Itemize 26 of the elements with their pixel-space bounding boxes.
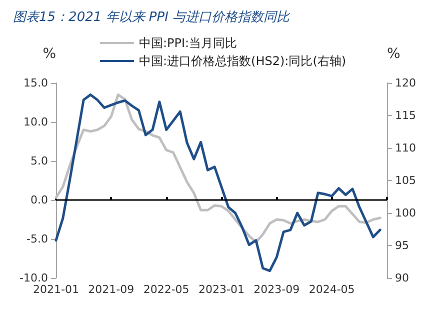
y-tick-label: 15.0 xyxy=(24,76,48,90)
y-tick-label: 10.0 xyxy=(24,116,48,128)
y-tick-label: 0.0 xyxy=(30,194,48,206)
y-tick-label: -10.0 xyxy=(20,272,48,284)
y2-tick-label: 95 xyxy=(395,239,409,252)
y2-tick-label: 115 xyxy=(395,109,416,122)
y2-tick-label: 110 xyxy=(395,142,416,154)
x-tick-label: 2023-09 xyxy=(254,283,300,296)
y-tick-label: 5.0 xyxy=(30,154,48,168)
y2-axis-title: % xyxy=(387,46,400,62)
y2-tick-label: 120 xyxy=(395,76,416,90)
legend-label: 中国:进口价格总指数(HS2):同比(右轴) xyxy=(139,54,346,68)
x-tick-label: 2023-01 xyxy=(198,283,244,296)
chart-title: 图表15：2021 年以来 PPI 与进口价格指数同比 xyxy=(13,10,291,25)
y-axis-title: % xyxy=(42,46,56,62)
x-tick-label: 2024-05 xyxy=(308,283,355,296)
line-series xyxy=(54,93,382,244)
x-tick-label: 2022-05 xyxy=(143,283,190,296)
y2-tick-label: 90 xyxy=(395,272,409,284)
y2-tick-label: 105 xyxy=(395,174,416,187)
line-series xyxy=(54,93,382,272)
x-tick-label: 2021-09 xyxy=(88,283,134,296)
y-tick-label: -5.0 xyxy=(26,232,48,246)
y2-tick-label: 100 xyxy=(395,206,416,220)
legend-label: 中国:PPI:当月同比 xyxy=(139,36,238,50)
x-tick-label: 2021-01 xyxy=(33,283,79,296)
